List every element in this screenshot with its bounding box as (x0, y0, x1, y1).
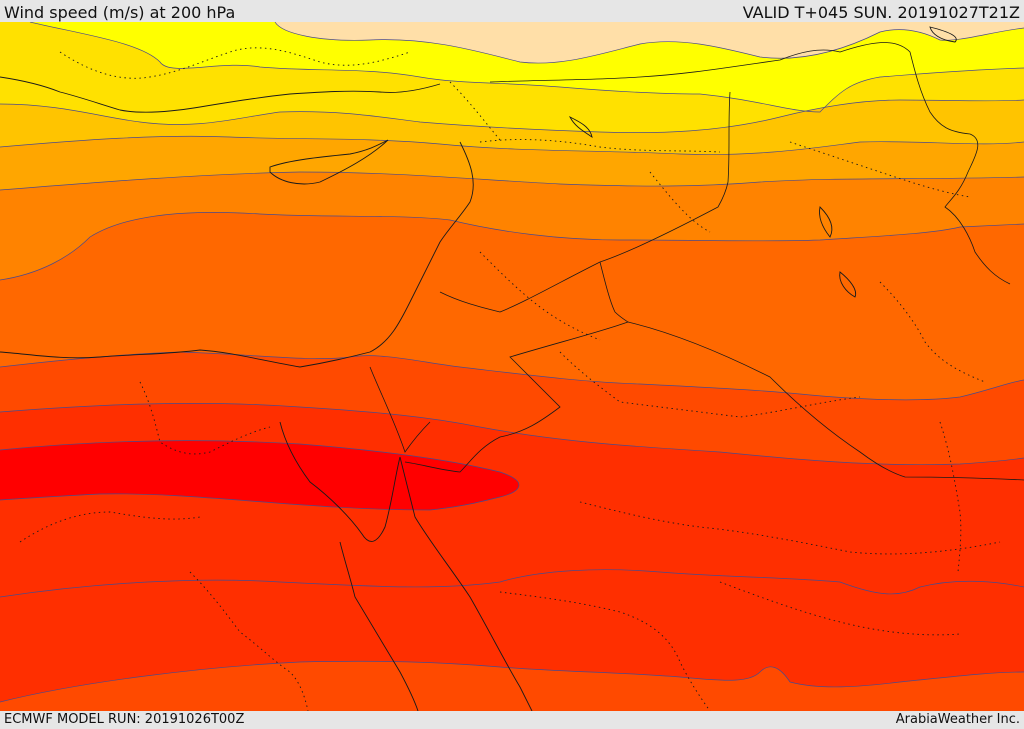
valid-time: VALID T+045 SUN. 20191027T21Z (742, 3, 1020, 22)
province-borders (19, 47, 1001, 711)
speed-contour-lines (0, 22, 1024, 703)
band-8-south (0, 661, 1024, 711)
coastlines (0, 26, 957, 711)
footer-bar: ECMWF MODEL RUN: 20191026T00Z ArabiaWeat… (0, 711, 1024, 729)
provider-credit: ArabiaWeather Inc. (895, 712, 1020, 727)
map-title: Wind speed (m/s) at 200 hPa (4, 3, 236, 22)
band-11 (0, 440, 519, 510)
wind-speed-map (0, 22, 1024, 711)
header-bar: Wind speed (m/s) at 200 hPa VALID T+045 … (0, 0, 1024, 22)
wind-speed-bands (0, 22, 1024, 711)
country-borders (369, 42, 1024, 481)
model-run: ECMWF MODEL RUN: 20191026T00Z (4, 712, 245, 727)
